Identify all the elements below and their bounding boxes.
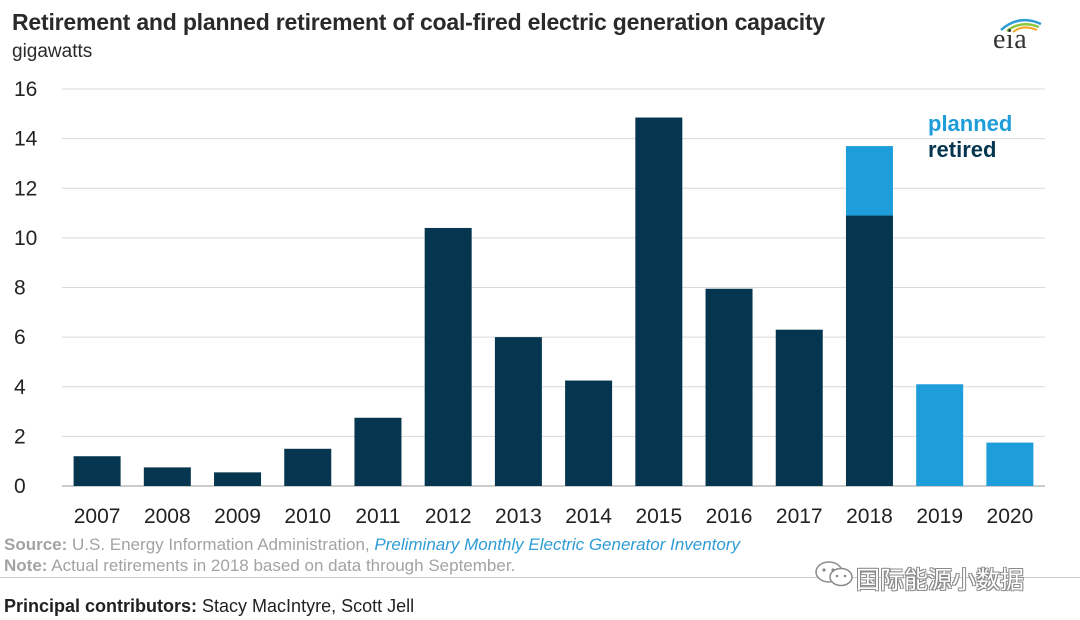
wechat-icon xyxy=(815,561,853,587)
x-tick-label: 2009 xyxy=(214,505,261,528)
x-tick-label: 2015 xyxy=(635,505,682,528)
footer-divider xyxy=(0,577,1080,578)
contributors-label: Principal contributors: xyxy=(4,596,198,616)
x-tick-label: 2016 xyxy=(706,505,753,528)
x-tick-label: 2010 xyxy=(284,505,331,528)
watermark-text: 国际能源小数据 xyxy=(856,566,1024,594)
x-tick-label: 2007 xyxy=(74,505,121,528)
bar-retired-2009 xyxy=(214,472,262,486)
bar-planned-2020 xyxy=(986,442,1034,486)
note-text: Actual retirements in 2018 based on data… xyxy=(47,556,516,575)
x-tick-label: 2018 xyxy=(846,505,893,528)
bar-retired-2014 xyxy=(565,380,613,486)
bar-retired-2012 xyxy=(424,227,472,486)
source-line: Source: U.S. Energy Information Administ… xyxy=(4,535,740,555)
bar-chart: 0 2 4 6 8 10 12 14 16 2007 2008 2009 2010 2011 2012 201… xyxy=(14,78,1045,528)
legend-retired-label: retired xyxy=(928,137,996,162)
y-tick-label: 4 xyxy=(14,376,26,399)
bar-retired-2010 xyxy=(284,448,332,486)
bar-planned-2019 xyxy=(916,384,964,486)
eia-logo-text: eia xyxy=(993,24,1028,55)
x-tick-label: 2012 xyxy=(425,505,472,528)
x-tick-label: 2020 xyxy=(987,505,1034,528)
contributors-line: Principal contributors: Stacy MacIntyre,… xyxy=(4,596,414,617)
y-tick-label: 16 xyxy=(14,78,37,101)
bar-retired-2018 xyxy=(845,215,893,486)
x-tick-label: 2013 xyxy=(495,505,542,528)
x-tick-label: 2014 xyxy=(565,505,612,528)
legend-planned-label: planned xyxy=(928,111,1012,136)
bar-retired-2011 xyxy=(354,417,402,486)
source-link[interactable]: Preliminary Monthly Electric Generator I… xyxy=(374,535,741,554)
x-tick-label: 2019 xyxy=(916,505,963,528)
y-tick-label: 14 xyxy=(14,128,38,151)
source-label: Source: xyxy=(4,535,68,554)
bar-retired-2007 xyxy=(73,456,121,486)
x-tick-label: 2011 xyxy=(355,505,400,528)
y-tick-label: 10 xyxy=(14,227,37,250)
note-label: Note: xyxy=(4,556,48,575)
y-tick-label: 2 xyxy=(14,425,26,448)
chart-title: Retirement and planned retirement of coa… xyxy=(12,9,826,35)
bar-retired-2013 xyxy=(494,337,542,486)
y-tick-label: 0 xyxy=(14,475,26,498)
eia-logo: eia xyxy=(993,14,1049,58)
y-tick-label: 6 xyxy=(14,326,26,349)
source-text: U.S. Energy Information Administration, xyxy=(67,535,375,554)
bar-retired-2016 xyxy=(705,288,753,486)
bar-planned-2018 xyxy=(845,146,893,216)
chart-subtitle-units: gigawatts xyxy=(12,41,93,62)
contributors-text: Stacy MacIntyre, Scott Jell xyxy=(197,596,415,616)
bar-retired-2015 xyxy=(635,117,683,487)
bar-retired-2017 xyxy=(775,329,823,486)
x-tick-label: 2017 xyxy=(776,505,823,528)
x-tick-label: 2008 xyxy=(144,505,191,528)
eia-logo-swoosh-icon xyxy=(1000,18,1042,33)
y-tick-label: 8 xyxy=(14,277,26,300)
bar-retired-2008 xyxy=(143,467,191,486)
note-line: Note: Actual retirements in 2018 based o… xyxy=(4,556,515,576)
y-tick-label: 12 xyxy=(14,177,37,200)
